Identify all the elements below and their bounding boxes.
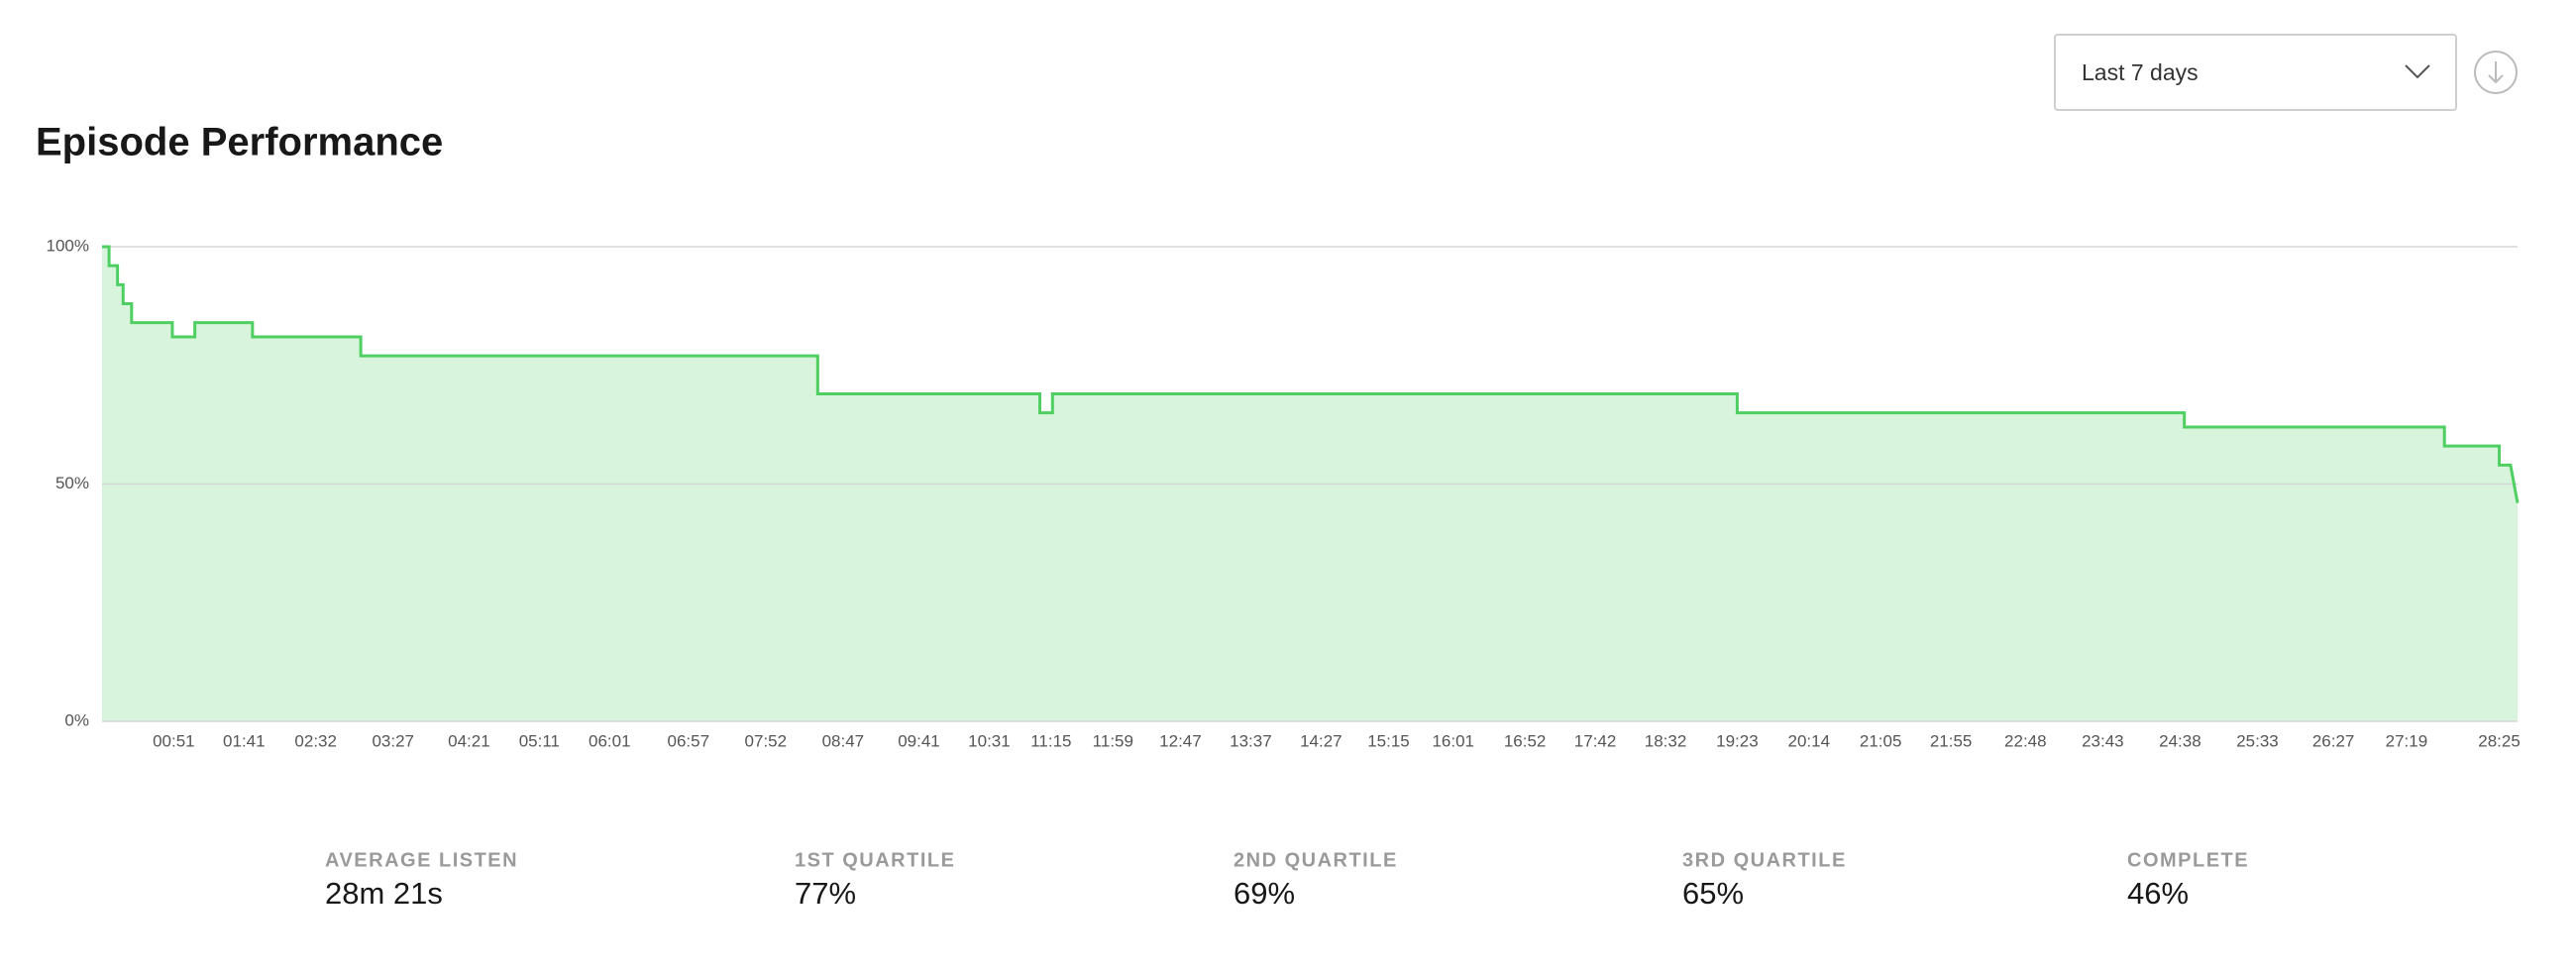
download-arrow-head — [2488, 74, 2504, 84]
x-tick-label: 03:27 — [372, 731, 414, 750]
x-tick-label: 06:57 — [667, 731, 709, 750]
x-tick-label: 23:43 — [2082, 731, 2124, 750]
x-tick-label: 05:11 — [519, 731, 560, 750]
dropdown-box[interactable] — [2054, 34, 2457, 111]
stat-label: 1ST QUARTILE — [795, 849, 955, 871]
stats: AVERAGE LISTEN 28m 21s 1ST QUARTILE 77% 2ND … — [325, 849, 2249, 911]
stat-label: COMPLETE — [2127, 849, 2249, 871]
plot: 0% 50% 100% 00:51 01:41 02:32 03:27 04:21 05:11 0… — [47, 236, 2521, 750]
download-button[interactable] — [2474, 51, 2518, 94]
x-tick-label: 15:15 — [1367, 731, 1410, 750]
stat-value: 28m 21s — [325, 876, 443, 911]
x-tick-label: 04:21 — [448, 731, 490, 750]
x-tick-label: 09:41 — [898, 731, 940, 750]
x-tick-label: 28:25 — [2478, 731, 2521, 750]
stat-label: AVERAGE LISTEN — [325, 849, 518, 871]
x-tick-label: 11:15 — [1030, 731, 1071, 750]
stat-value: 69% — [1234, 876, 1295, 911]
x-tick-label: 08:47 — [822, 731, 865, 750]
x-tick-label: 01:41 — [223, 731, 266, 750]
x-tick-label: 12:47 — [1159, 731, 1202, 750]
x-tick-label: 19:23 — [1716, 731, 1759, 750]
x-tick-label: 25:33 — [2236, 731, 2279, 750]
stat-value: 46% — [2127, 876, 2189, 911]
x-tick-label: 13:37 — [1230, 731, 1272, 750]
y-tick-label: 50% — [55, 474, 89, 492]
x-tick-label: 00:51 — [153, 731, 195, 750]
x-tick-label: 20:14 — [1788, 731, 1831, 750]
page-title: Episode Performance — [36, 121, 443, 164]
x-tick-label: 11:59 — [1093, 731, 1133, 750]
range-dropdown[interactable]: Last 7 days — [2054, 34, 2457, 111]
x-tick-label: 02:32 — [294, 731, 337, 750]
x-tick-label: 17:42 — [1574, 731, 1617, 750]
line — [102, 245, 2520, 503]
x-tick-label: 07:52 — [745, 731, 788, 750]
x-tick-label: 14:27 — [1300, 731, 1342, 750]
stat-value: 77% — [795, 876, 856, 911]
x-tick-label: 18:32 — [1645, 731, 1687, 750]
x-tick-label: 24:38 — [2159, 731, 2201, 750]
stat-label: 2ND QUARTILE — [1234, 849, 1398, 871]
x-tick-label: 16:52 — [1504, 731, 1547, 750]
x-tick-label: 10:31 — [968, 731, 1011, 750]
stat-label: 3RD QUARTILE — [1682, 849, 1847, 871]
stat-value: 65% — [1682, 876, 1744, 911]
x-tick-label: 21:05 — [1860, 731, 1902, 750]
dropdown-label: Last 7 days — [2082, 59, 2199, 85]
x-tick-label: 16:01 — [1432, 731, 1474, 750]
y-tick-label: 100% — [47, 236, 89, 255]
chevron-icon — [2405, 64, 2430, 79]
x-tick-label: 27:19 — [2386, 731, 2428, 750]
x-tick-label: 06:01 — [589, 731, 631, 750]
x-tick-label: 26:27 — [2312, 731, 2355, 750]
x-tick-label: 21:55 — [1930, 731, 1973, 750]
y-tick-label: 0% — [64, 710, 89, 729]
x-tick-label: 22:48 — [2004, 731, 2047, 750]
